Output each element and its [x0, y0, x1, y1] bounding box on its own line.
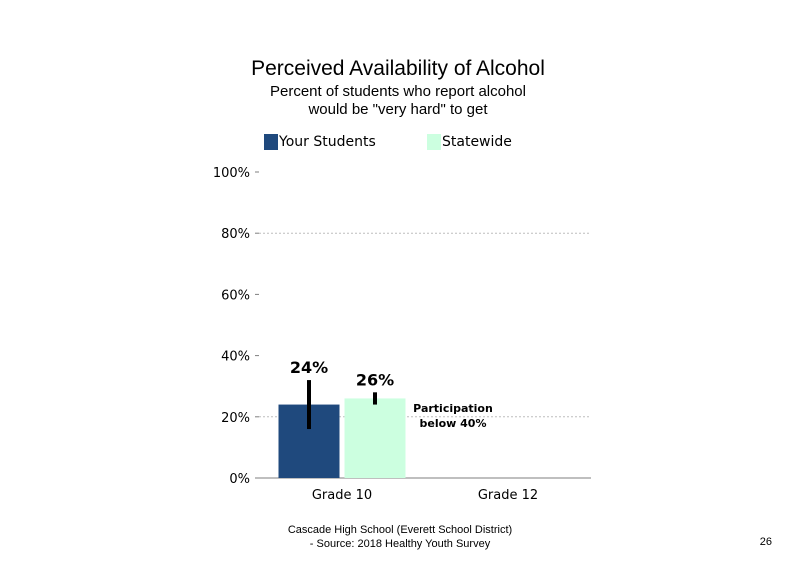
- y-tick-label: 20%: [221, 411, 250, 426]
- chart-title: Perceived Availability of Alcohol: [251, 57, 545, 80]
- x-tick-label: Grade 12: [478, 488, 538, 503]
- footer: Cascade High School (Everett School Dist…: [200, 523, 600, 551]
- y-tick-label: 100%: [213, 166, 250, 181]
- legend-label-statewide: Statewide: [442, 134, 512, 150]
- subtitle-line-1: Percent of students who report alcohol: [270, 83, 526, 100]
- bar: [344, 398, 406, 478]
- subtitle-line-2: would be "very hard" to get: [308, 101, 488, 118]
- annotation-text: Participation: [413, 402, 493, 415]
- y-tick-label: 40%: [221, 350, 250, 365]
- annotation-text: below 40%: [420, 417, 487, 430]
- legend-item-statewide: Statewide: [427, 133, 512, 151]
- data-label: 24%: [290, 358, 328, 377]
- data-label: 26%: [356, 370, 394, 389]
- legend-item-your-students: Your Students: [264, 133, 376, 151]
- y-tick-label: 0%: [229, 472, 250, 487]
- legend-swatch-statewide: [427, 134, 441, 150]
- chart-subtitle: Percent of students who report alcohol w…: [0, 83, 796, 119]
- footer-school: Cascade High School (Everett School Dist…: [287, 524, 513, 536]
- y-tick-label: 80%: [221, 227, 250, 242]
- x-tick-label: Grade 10: [312, 488, 372, 503]
- footer-source: - Source: 2018 Healthy Youth Survey: [309, 538, 491, 550]
- page-number: 26: [759, 536, 772, 548]
- y-tick-label: 60%: [221, 288, 250, 303]
- legend-swatch-your-students: [264, 134, 278, 150]
- legend-label-your-students: Your Students: [279, 134, 376, 150]
